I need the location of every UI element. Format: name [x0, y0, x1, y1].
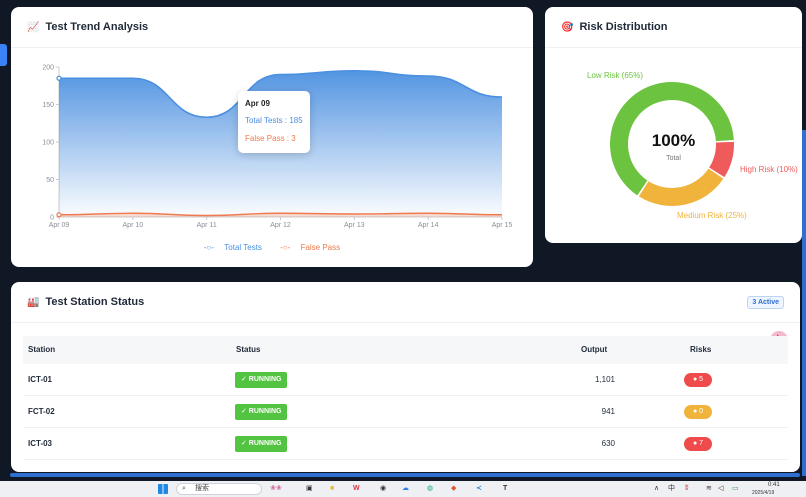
clock-time[interactable]: 0:41: [768, 482, 780, 488]
risk-dot-icon: ●: [692, 440, 698, 447]
stations-divider: [11, 322, 800, 323]
wps-icon[interactable]: W: [353, 485, 360, 492]
donut-slice-label: Medium Risk (25%): [677, 211, 747, 220]
table-row[interactable]: FCT-02 ✓ RUNNING 941 ● 0: [23, 396, 788, 428]
risk-pill[interactable]: ● 5: [684, 373, 712, 387]
horizontal-scrollbar[interactable]: [10, 473, 800, 477]
battery-icon[interactable]: ▭: [732, 485, 739, 492]
donut-slice-label: Low Risk (65%): [587, 71, 643, 80]
scrollbar[interactable]: [802, 130, 806, 476]
typora-icon[interactable]: T: [503, 485, 508, 492]
volume-icon[interactable]: ◁: [718, 485, 724, 492]
series-line-false-pass: [58, 212, 503, 217]
risk-pill[interactable]: ● 0: [684, 405, 712, 419]
x-tick-label: Apr 15: [492, 222, 513, 229]
chart-tooltip: Apr 09 Total Tests : 185 False Pass : 3: [238, 91, 310, 153]
header-risks[interactable]: Risks: [690, 345, 712, 354]
legend-line-icon: -○-: [203, 243, 215, 252]
left-accent-tab[interactable]: [0, 44, 7, 66]
donut-slice[interactable]: [610, 81, 734, 196]
data-point[interactable]: [56, 212, 62, 218]
taskbar: ⌕ 搜索 ❀❀ ▣ ■ W ◉ ☁ ◍ ◆ ≺ T ∧ 中 ʬ ≋ ◁ ▭ 0:…: [0, 481, 806, 497]
risk-divider: [545, 47, 802, 48]
y-tick-label: 150: [42, 102, 54, 109]
tooltip-date: Apr 09: [245, 99, 270, 108]
risk-pill[interactable]: ● 7: [684, 437, 712, 451]
table-header: Station Status Output Risks: [23, 336, 788, 364]
edge-browser-icon[interactable]: ◍: [427, 485, 434, 492]
table-row[interactable]: ICT-01 ✓ RUNNING 1,101 ● 5: [23, 364, 788, 396]
windows-start-icon[interactable]: [158, 484, 168, 494]
donut-slice[interactable]: [709, 141, 734, 178]
donut-center-label: Total: [666, 155, 681, 162]
risk-title: 🎯 Risk Distribution: [561, 21, 668, 33]
wifi-icon[interactable]: ≋: [706, 485, 712, 492]
output-value: 630: [601, 439, 615, 448]
trend-divider: [11, 47, 533, 48]
station-name: FCT-02: [28, 407, 55, 416]
avatar-app-icon[interactable]: ◉: [380, 485, 387, 492]
x-tick-label: Apr 12: [270, 222, 291, 229]
x-tick-label: Apr 13: [344, 222, 365, 229]
red-app-icon[interactable]: ◆: [451, 485, 457, 492]
taskbar-search-input[interactable]: ⌕ 搜索: [176, 483, 262, 495]
x-tick-label: Apr 11: [197, 222, 217, 229]
widgets-icon[interactable]: ❀❀: [270, 485, 282, 492]
risk-dot-icon: ●: [692, 376, 698, 383]
chart-legend: -○- Total Tests -○- False Pass: [11, 243, 533, 252]
tray-app-icon[interactable]: ʬ: [685, 485, 689, 492]
search-icon: ⌕: [182, 485, 186, 492]
x-tick-label: Apr 14: [418, 222, 439, 229]
series-line-total-tests: [59, 69, 503, 119]
station-name: ICT-01: [28, 375, 53, 384]
x-tick-label: Apr 09: [49, 222, 70, 229]
y-tick-label: 100: [42, 140, 54, 147]
header-output[interactable]: Output: [581, 345, 608, 354]
input-method-indicator[interactable]: 中: [668, 485, 675, 492]
x-tick-label: Apr 10: [123, 222, 144, 229]
status-badge: ✓ RUNNING: [235, 436, 288, 452]
trend-title: 📈 Test Trend Analysis: [27, 21, 149, 33]
donut-slice[interactable]: [638, 168, 724, 206]
y-tick-label: 50: [46, 177, 54, 184]
header-status[interactable]: Status: [236, 345, 261, 354]
target-icon: 🎯: [561, 21, 574, 33]
chart-icon: 📈: [27, 21, 40, 33]
status-badge: ✓ RUNNING: [235, 404, 288, 420]
risk-dot-icon: ●: [692, 408, 698, 415]
vscode-icon[interactable]: ≺: [476, 485, 482, 492]
header-station[interactable]: Station: [28, 345, 56, 354]
active-count-badge: 3 Active: [747, 296, 784, 309]
clock-date[interactable]: 2025/4/19: [752, 490, 775, 496]
tooltip-false-pass: False Pass : 3: [245, 134, 296, 143]
file-explorer-icon[interactable]: ■: [330, 485, 335, 492]
risk-donut-chart[interactable]: Low Risk (65%) High Risk (10%) Medium Risk…: [545, 7, 802, 243]
y-tick-label: 0: [50, 215, 54, 222]
factory-icon: 🏭: [27, 296, 40, 308]
y-tick-label: 200: [42, 65, 54, 72]
task-view-icon[interactable]: ▣: [306, 485, 313, 492]
legend-total-tests[interactable]: -○- Total Tests: [203, 243, 262, 252]
tray-chevron-icon[interactable]: ∧: [654, 485, 660, 492]
donut-slice-label: High Risk (10%): [740, 165, 798, 174]
status-badge: ✓ RUNNING: [235, 372, 288, 388]
data-point[interactable]: [56, 75, 62, 81]
legend-line-icon: -○-: [280, 243, 291, 252]
output-value: 1,101: [594, 375, 615, 384]
risk-card: 🎯 Risk Distribution Low Risk (65%) High R…: [545, 7, 802, 243]
station-name: ICT-03: [28, 439, 53, 448]
stations-card: 🏭 Test Station Status 3 Active ♿ Station…: [11, 282, 800, 472]
stations-title: 🏭 Test Station Status: [27, 296, 145, 308]
tooltip-total: Total Tests : 185: [245, 116, 303, 125]
table-row[interactable]: ICT-03 ✓ RUNNING 630 ● 7: [23, 428, 788, 460]
donut-center-value: 100%: [651, 131, 696, 150]
trend-card: 📈 Test Trend Analysis 0 50 100 150 200 Apr 09…: [11, 7, 533, 267]
output-value: 941: [601, 407, 615, 416]
cloud-app-icon[interactable]: ☁: [402, 485, 409, 492]
legend-false-pass[interactable]: -○- False Pass: [280, 243, 341, 252]
